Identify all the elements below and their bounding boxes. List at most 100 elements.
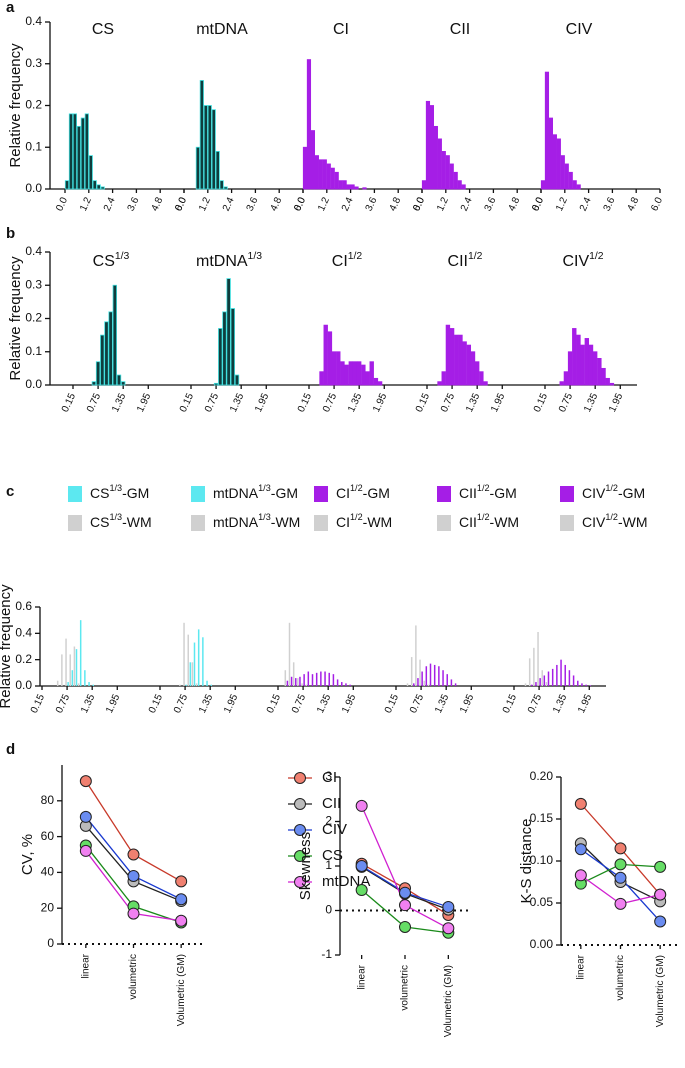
histogram-bar bbox=[202, 637, 204, 686]
legend-label: CIV bbox=[322, 821, 347, 838]
x-tick-label: Volumetric (GM) bbox=[176, 954, 187, 1026]
histogram-bar bbox=[441, 151, 446, 190]
legend-label: CII1/2-GM bbox=[459, 483, 517, 500]
histogram-bar bbox=[292, 662, 295, 686]
data-point bbox=[654, 860, 667, 873]
x-tick-label: 4.8 bbox=[268, 195, 284, 213]
data-point bbox=[614, 842, 627, 855]
legend-label: CI1/2-WM bbox=[336, 512, 392, 529]
data-point bbox=[175, 893, 188, 906]
x-tick-label: volumetric bbox=[128, 954, 139, 1000]
legend-label-part: CII bbox=[459, 514, 477, 530]
histogram-bar bbox=[116, 374, 122, 386]
histogram-bar bbox=[179, 684, 181, 686]
legend-label: CIV1/2-GM bbox=[582, 483, 645, 500]
y-tick-label: 0.2 bbox=[15, 652, 32, 666]
subplot-title-part: CS bbox=[93, 253, 115, 270]
histogram-bar bbox=[191, 662, 194, 686]
x-tick-label: 1.35 bbox=[346, 391, 364, 414]
histogram-bar bbox=[299, 676, 301, 686]
histogram-bar bbox=[601, 367, 606, 386]
histogram-bar bbox=[65, 638, 67, 686]
histogram-bar bbox=[543, 675, 546, 686]
subplot-title: CII bbox=[450, 21, 470, 38]
histogram-bar bbox=[577, 680, 579, 686]
histogram-bar bbox=[362, 187, 367, 190]
x-tick-label: 1.95 bbox=[371, 391, 389, 414]
legend-label-part: 1/3 bbox=[258, 512, 271, 522]
legend-label: CS bbox=[322, 847, 343, 864]
x-tick-label: 0.0 bbox=[292, 195, 308, 213]
histogram-bar bbox=[112, 284, 118, 386]
histogram-bar bbox=[350, 184, 355, 190]
legend-marker bbox=[294, 850, 306, 862]
legend-label: CIV1/2-WM bbox=[582, 512, 648, 529]
y-axis-label: Skewness bbox=[297, 832, 314, 900]
histogram-bar bbox=[433, 125, 438, 190]
histogram-bar bbox=[223, 186, 228, 190]
subplot-title-part: 1/3 bbox=[248, 251, 263, 262]
legend-swatch bbox=[560, 515, 574, 531]
histogram-bar bbox=[324, 671, 326, 686]
histogram-bar bbox=[306, 59, 312, 190]
histogram-bar bbox=[576, 184, 581, 190]
data-point bbox=[175, 875, 188, 888]
histogram-bar bbox=[438, 666, 440, 686]
legend-label-part: -WM bbox=[122, 514, 152, 530]
histogram-bar bbox=[56, 680, 59, 686]
legend-swatch bbox=[68, 486, 82, 502]
x-tick-label: 1.35 bbox=[582, 391, 600, 414]
histogram-bar bbox=[421, 180, 427, 190]
legend-label-part: -GM bbox=[618, 485, 645, 501]
x-tick-label: 6.0 bbox=[173, 195, 189, 213]
legend-label-part: CS bbox=[90, 485, 109, 501]
histogram-bar bbox=[189, 662, 192, 686]
series-line bbox=[85, 780, 182, 882]
histogram-bar bbox=[334, 171, 339, 190]
y-tick-label: 0.0 bbox=[15, 678, 32, 692]
legend-label-part: CS bbox=[90, 514, 109, 530]
data-point bbox=[79, 810, 92, 823]
legend-label-part: CIV bbox=[582, 514, 606, 530]
histogram-bar bbox=[303, 674, 305, 686]
y-tick-label: 0.3 bbox=[25, 277, 42, 291]
panel-letter: d bbox=[6, 741, 15, 758]
histogram-bar bbox=[315, 672, 318, 686]
x-tick-label: 3.6 bbox=[483, 195, 499, 213]
y-tick-label: 0.4 bbox=[25, 14, 42, 28]
data-point bbox=[399, 886, 411, 899]
histogram-bar bbox=[311, 674, 314, 686]
histogram-bar bbox=[369, 361, 374, 386]
subplot-title: CII1/2 bbox=[448, 251, 483, 270]
histogram-bar bbox=[483, 381, 488, 386]
data-point bbox=[79, 775, 92, 788]
legend-label-part: 1/2 bbox=[477, 512, 490, 522]
histogram-bar bbox=[284, 670, 287, 686]
histogram-bar bbox=[564, 163, 569, 190]
histogram-bar bbox=[410, 657, 413, 686]
data-point bbox=[355, 860, 368, 872]
histogram-bar bbox=[79, 620, 82, 686]
x-tick-label: 0.75 bbox=[439, 391, 457, 414]
legend-swatch bbox=[314, 486, 328, 502]
histogram-bar bbox=[195, 146, 200, 190]
x-tick-label: 0.15 bbox=[501, 692, 519, 715]
histogram-bar bbox=[183, 622, 185, 686]
histogram-bar bbox=[454, 683, 457, 686]
x-tick-label: 1.2 bbox=[78, 195, 94, 213]
x-tick-label: 1.2 bbox=[197, 195, 213, 213]
x-tick-label: 0.0 bbox=[530, 195, 546, 213]
histogram-bar bbox=[437, 138, 442, 190]
legend-swatch bbox=[191, 515, 205, 531]
histogram-bar bbox=[585, 684, 587, 686]
data-point bbox=[127, 869, 140, 882]
x-tick-label: 4.8 bbox=[149, 195, 165, 213]
legend-marker bbox=[294, 824, 306, 836]
legend-label-part: 1/3 bbox=[258, 483, 271, 493]
histogram-bar bbox=[95, 361, 101, 386]
histogram-bar bbox=[458, 334, 463, 386]
legend-label-part: -GM bbox=[490, 485, 517, 501]
x-tick-label: 6.0 bbox=[292, 195, 308, 213]
y-tick-label: 0.2 bbox=[25, 98, 42, 112]
histogram-bar bbox=[84, 113, 89, 190]
